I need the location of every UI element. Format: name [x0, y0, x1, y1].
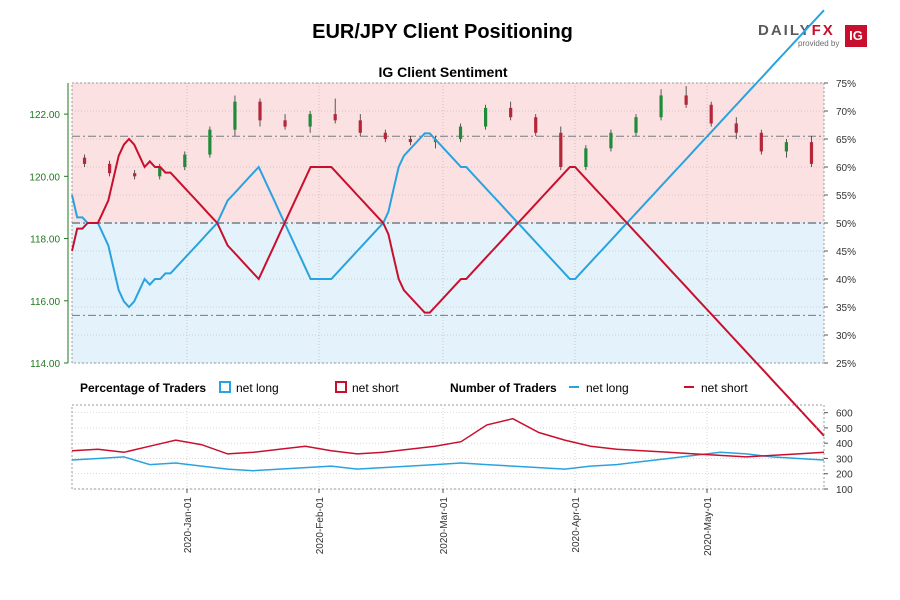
main-chart-title: IG Client Sentiment	[378, 64, 507, 80]
candle-body	[208, 129, 212, 155]
bottom-panel-frame	[71, 404, 825, 490]
legend-pct-long-swatch	[219, 381, 231, 393]
legend-num-heading: Number of Traders	[450, 381, 557, 395]
date-axis-labels: 2020-Jan-01 2020-Feb-01 2020-Mar-01 2020-Ap…	[183, 489, 714, 556]
candle-body	[458, 126, 463, 139]
candle-body	[634, 117, 638, 133]
percent-tick-label: 75%	[836, 79, 856, 90]
candle-body	[233, 101, 237, 130]
candle-body	[709, 104, 713, 124]
candle-body	[784, 142, 788, 152]
legend-pct-short-label: net short	[352, 381, 399, 395]
count-axis-ticks: 100 200 300 400 500 600	[824, 409, 853, 496]
candle-body	[534, 117, 538, 133]
legend-num-short-label: net short	[701, 381, 748, 395]
percent-tick-label: 25%	[836, 359, 856, 370]
count-tick-label: 100	[836, 485, 853, 496]
candle-body	[734, 123, 738, 133]
legend-pct-long-label: net long	[236, 381, 279, 395]
percent-axis-ticks: 25% 30% 35% 40% 45% 50% 55% 60% 65% 70% 75%	[824, 79, 856, 370]
candle-body	[383, 132, 387, 139]
price-tick-label: 120.00	[29, 172, 60, 183]
percent-tick-label: 55%	[836, 191, 856, 202]
logo-subtitle: provided by	[798, 39, 840, 48]
candle-body	[308, 114, 312, 127]
candle-body	[509, 107, 513, 118]
count-tick-label: 300	[836, 454, 853, 465]
candle-body	[559, 132, 563, 167]
candle-body	[759, 132, 763, 152]
percent-tick-label: 30%	[836, 331, 856, 342]
date-tick-label: 2020-Jan-01	[183, 497, 194, 554]
net-long-percentage-line	[71, 9, 825, 309]
candle-body	[484, 107, 488, 127]
date-tick-label: 2020-Apr-01	[571, 497, 582, 553]
percent-tick-label: 35%	[836, 303, 856, 314]
reference-lines	[72, 135, 824, 316]
count-tick-label: 600	[836, 409, 853, 420]
percent-tick-label: 60%	[836, 163, 856, 174]
date-tick-label: 2020-May-01	[703, 497, 714, 556]
logo-wordmark: DAILYFX	[758, 22, 835, 39]
date-tick-label: 2020-Mar-01	[439, 497, 450, 555]
legend-num-long-label: net long	[586, 381, 629, 395]
candle-body	[82, 157, 87, 164]
date-tick-label: 2020-Feb-01	[315, 497, 326, 555]
candle-body	[258, 101, 262, 121]
percent-tick-label: 40%	[836, 275, 856, 286]
percent-tick-label: 50%	[836, 219, 856, 230]
candle-body	[358, 120, 362, 133]
candle-body	[183, 154, 187, 167]
bottom-grid	[72, 405, 824, 490]
price-tick-label: 116.00	[30, 297, 60, 308]
count-tick-label: 200	[836, 470, 853, 481]
net-short-percentage-line	[71, 137, 825, 437]
candle-body	[133, 173, 137, 177]
candle-body	[408, 139, 412, 143]
candle-body	[584, 148, 588, 167]
legend: Percentage of Traders net long net short…	[80, 381, 748, 395]
percent-tick-label: 65%	[836, 135, 856, 146]
percent-tick-label: 70%	[836, 107, 856, 118]
candle-body	[809, 142, 814, 164]
percent-tick-label: 45%	[836, 247, 856, 258]
candle-body	[659, 95, 663, 118]
candle-body	[684, 95, 688, 105]
count-tick-label: 500	[836, 424, 853, 435]
price-tick-label: 122.00	[29, 110, 60, 121]
price-axis-ticks: 114.00 116.00 118.00 120.00 122.00	[29, 110, 68, 370]
candlestick-series	[82, 86, 814, 180]
legend-pct-heading: Percentage of Traders	[80, 381, 206, 395]
count-tick-label: 400	[836, 439, 853, 450]
price-tick-label: 118.00	[30, 235, 60, 246]
legend-pct-short-swatch	[335, 381, 347, 393]
page-title: EUR/JPY Client Positioning	[312, 21, 573, 43]
candle-body	[108, 163, 112, 174]
candle-body	[283, 120, 287, 127]
candle-body	[609, 132, 613, 149]
dailyfx-logo: DAILYFX provided by IG	[758, 22, 870, 50]
candle-body	[158, 167, 162, 177]
net-short-count-line	[71, 417, 825, 458]
price-tick-label: 114.00	[30, 359, 60, 370]
ig-badge-icon: IG	[845, 25, 867, 47]
candle-body	[333, 114, 337, 121]
